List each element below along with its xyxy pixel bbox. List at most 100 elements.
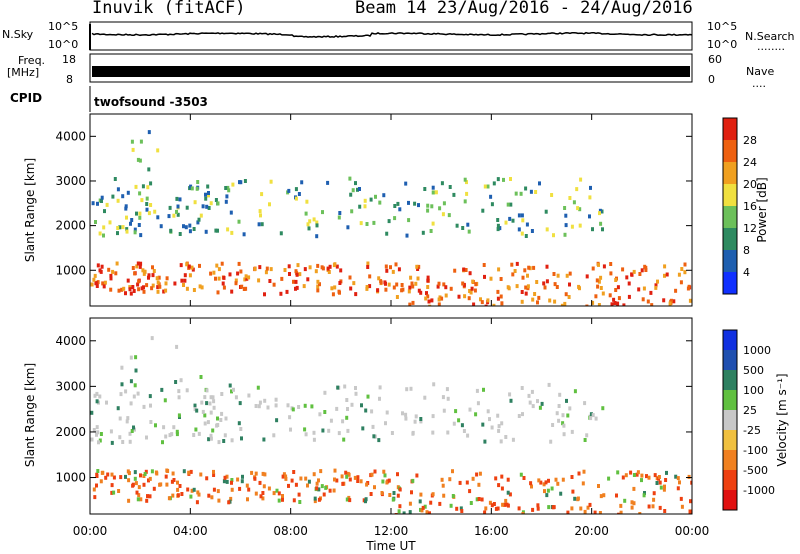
heatmap-cell (335, 406, 339, 411)
heatmap-cell (134, 184, 138, 189)
heatmap-cell (537, 295, 541, 300)
heatmap-cell (100, 470, 104, 475)
heatmap-cell (192, 227, 196, 231)
heatmap-cell (442, 408, 446, 413)
heatmap-cell (612, 297, 616, 302)
heatmap-cell (307, 479, 311, 484)
heatmap-cell (515, 284, 519, 289)
heatmap-cell (537, 478, 541, 483)
heatmap-cell (333, 285, 337, 290)
heatmap-cell (520, 386, 524, 390)
heatmap-cell (212, 487, 216, 492)
heatmap-cell (497, 483, 501, 488)
heatmap-cell (542, 281, 546, 286)
heatmap-cell (222, 479, 226, 484)
heatmap-cell (224, 186, 228, 190)
heatmap-cell (500, 421, 504, 426)
heatmap-cell (217, 276, 221, 281)
heatmap-cell (238, 401, 242, 406)
heatmap-cell (216, 416, 219, 421)
heatmap-cell (477, 482, 481, 487)
heatmap-cell (152, 486, 156, 491)
heatmap-cell (130, 429, 134, 433)
heatmap-cell (113, 177, 117, 181)
heatmap-cell (490, 425, 494, 430)
heatmap-cell (490, 202, 494, 207)
heatmap-cell (576, 496, 580, 501)
heatmap-cell (396, 201, 400, 206)
heatmap-cell (144, 469, 148, 474)
heatmap-cell (171, 471, 175, 476)
heatmap-cell (90, 410, 94, 415)
heatmap-cell (647, 504, 651, 509)
heatmap-cell (499, 294, 503, 299)
heatmap-cell (227, 188, 231, 193)
heatmap-cell (204, 192, 207, 197)
heatmap-cell (464, 268, 468, 272)
heatmap-cell (527, 393, 531, 398)
heatmap-cell (212, 405, 216, 410)
heatmap-cell (304, 476, 308, 481)
heatmap-cell (405, 233, 409, 238)
heatmap-cell (398, 504, 402, 509)
heatmap-cell (261, 471, 265, 476)
nsky-trace (91, 31, 693, 38)
heatmap-cell (201, 409, 205, 414)
heatmap-cell (92, 277, 96, 282)
heatmap-cell (292, 498, 296, 503)
heatmap-cell (562, 423, 566, 428)
heatmap-cell (337, 289, 341, 294)
heatmap-cell (469, 501, 473, 505)
heatmap-cell (129, 355, 133, 360)
cpid-label: CPID (10, 91, 42, 105)
heatmap-cell (483, 439, 487, 444)
heatmap-cell (640, 478, 643, 483)
heatmap-cell (119, 392, 123, 397)
heatmap-cell (585, 274, 589, 279)
heatmap-cell (350, 402, 354, 407)
heatmap-cell (162, 425, 166, 430)
heatmap-cell (552, 505, 556, 510)
heatmap-cell (333, 468, 337, 473)
heatmap-cell (372, 220, 376, 225)
heatmap-cell (149, 420, 153, 424)
heatmap-cell (662, 487, 666, 492)
heatmap-cell (366, 261, 370, 266)
heatmap-cell (496, 289, 500, 294)
heatmap-cell (570, 429, 574, 434)
heatmap-cell (266, 405, 270, 410)
heatmap-cell (640, 268, 644, 273)
power-ytick-0: 1000 (55, 263, 86, 277)
heatmap-cell (489, 194, 493, 199)
heatmap-cell (126, 278, 130, 283)
heatmap-cell (520, 290, 524, 294)
heatmap-cell (356, 479, 360, 483)
velocity-colorbar-tick-6: -500 (743, 464, 768, 477)
power-colorbar-swatch-5 (723, 228, 737, 251)
heatmap-cell (208, 401, 212, 406)
heatmap-cell (462, 429, 466, 433)
heatmap-cell (192, 433, 196, 437)
heatmap-cell (316, 279, 320, 284)
heatmap-cell (545, 227, 549, 232)
power-colorbar-tick-6: 28 (743, 134, 757, 147)
heatmap-cell (134, 481, 138, 486)
heatmap-cell (688, 298, 692, 303)
heatmap-cell (237, 421, 241, 426)
heatmap-cell (420, 508, 424, 513)
heatmap-cell (542, 482, 546, 487)
heatmap-cell (272, 282, 276, 287)
heatmap-cell (333, 477, 336, 482)
heatmap-cell (180, 278, 184, 283)
heatmap-cell (624, 473, 628, 478)
heatmap-cell (90, 282, 94, 287)
heatmap-cell (135, 490, 139, 495)
heatmap-cell (617, 512, 621, 514)
heatmap-cell (577, 471, 581, 476)
heatmap-cell (329, 418, 333, 423)
heatmap-cell (421, 505, 425, 510)
heatmap-cell (336, 385, 340, 390)
heatmap-cell (676, 476, 680, 481)
heatmap-cell (531, 404, 535, 409)
heatmap-cell (573, 496, 577, 501)
